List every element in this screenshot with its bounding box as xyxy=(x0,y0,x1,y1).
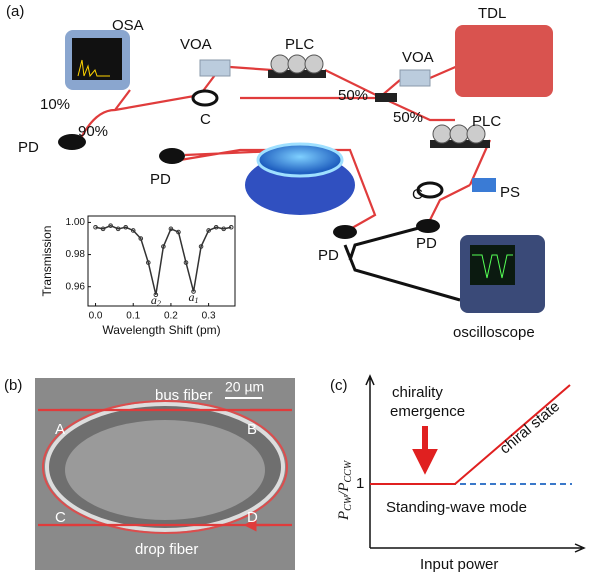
label: chirality xyxy=(392,384,443,401)
polarization-controller xyxy=(268,55,326,78)
label: PD xyxy=(18,139,39,156)
phase-shifter xyxy=(472,178,496,192)
label: VOA xyxy=(180,36,212,53)
y-tick-label: 0.98 xyxy=(66,249,86,260)
panel-c: (c) chirality emergence chiral state 1 S… xyxy=(330,376,584,573)
microdisk-top xyxy=(65,420,265,520)
label: /P xyxy=(336,482,352,496)
label: C xyxy=(200,111,211,128)
photodiode xyxy=(159,148,185,164)
y-tick-label: 0.96 xyxy=(66,281,86,292)
y-axis-label: Transmission xyxy=(40,226,54,297)
label: bus fiber xyxy=(155,387,213,404)
photodiode xyxy=(333,225,357,239)
annotation-sub: 2 xyxy=(157,299,161,308)
label: C xyxy=(55,509,66,526)
label: C xyxy=(412,186,423,203)
photodiode xyxy=(416,219,440,233)
label: 50% xyxy=(338,87,368,104)
panel-tag: (a) xyxy=(6,3,24,20)
label: VOA xyxy=(402,49,434,66)
label: 20 µm xyxy=(225,379,264,395)
label: OSA xyxy=(112,17,144,34)
figure: (a) OSA 10% 90% PD VOA C PLC 50% 50% TDL… xyxy=(0,0,590,576)
label: Input power xyxy=(420,556,498,573)
label: Standing-wave mode xyxy=(386,499,527,516)
x-tick-label: 0.1 xyxy=(126,311,140,322)
label: PD xyxy=(150,171,171,188)
label: PLC xyxy=(285,36,314,53)
oscilloscope-screen xyxy=(470,245,515,285)
label: PD xyxy=(318,247,339,264)
laser-device xyxy=(455,25,553,97)
y-tick-label: 1.00 xyxy=(66,217,86,228)
label: D xyxy=(247,509,258,526)
panel-a: (a) OSA 10% 90% PD VOA C PLC 50% 50% TDL… xyxy=(6,3,553,341)
arrow xyxy=(417,426,433,468)
label: A xyxy=(55,421,65,438)
label: emergence xyxy=(390,403,465,420)
label: chiral state xyxy=(497,398,564,458)
y-axis-label: PCW/PCCW xyxy=(336,459,354,521)
voa xyxy=(400,70,430,86)
label: drop fiber xyxy=(135,541,198,558)
coupler xyxy=(193,91,217,105)
label: 10% xyxy=(40,96,70,113)
panel-tag: (c) xyxy=(330,377,348,394)
x-tick-label: 0.0 xyxy=(89,311,103,322)
label: oscilloscope xyxy=(453,324,535,341)
label: CCW xyxy=(343,459,354,482)
label: PLC xyxy=(472,113,501,130)
x-axis-label: Wavelength Shift (pm) xyxy=(102,323,220,337)
label: 50% xyxy=(393,109,423,126)
label: 1 xyxy=(356,475,364,492)
osa-screen xyxy=(72,38,122,80)
label: PS xyxy=(500,184,520,201)
annotation-sub: 1 xyxy=(195,296,199,305)
panel-b: (b) bus fiber 20 µm A B C D drop fiber xyxy=(4,377,295,570)
x-tick-label: 0.2 xyxy=(164,311,178,322)
label: PD xyxy=(416,235,437,252)
panel-tag: (b) xyxy=(4,377,22,394)
voa xyxy=(200,60,230,76)
splitter xyxy=(375,93,397,102)
x-tick-label: 0.3 xyxy=(202,311,216,322)
photodiode xyxy=(58,134,86,150)
label: P xyxy=(336,511,352,521)
label: B xyxy=(247,421,257,438)
label: TDL xyxy=(478,5,506,22)
resonator xyxy=(258,144,342,176)
